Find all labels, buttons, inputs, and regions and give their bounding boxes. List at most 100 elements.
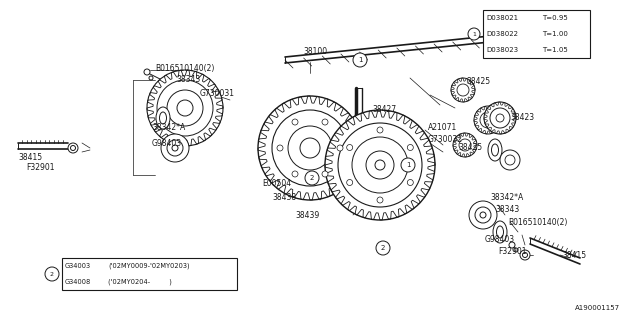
Circle shape	[292, 119, 298, 125]
Circle shape	[375, 160, 385, 170]
Circle shape	[325, 110, 435, 220]
Ellipse shape	[488, 139, 502, 161]
Text: E00504: E00504	[262, 179, 291, 188]
Circle shape	[322, 119, 328, 125]
Ellipse shape	[493, 221, 507, 243]
Circle shape	[167, 90, 203, 126]
Text: 38415: 38415	[562, 251, 586, 260]
Circle shape	[469, 201, 497, 229]
Text: F32901: F32901	[26, 163, 54, 172]
Circle shape	[144, 69, 150, 75]
Circle shape	[157, 80, 213, 136]
Text: A21071: A21071	[428, 124, 457, 132]
Circle shape	[376, 241, 390, 255]
Bar	[62, 258, 237, 290]
Text: 38415: 38415	[18, 153, 42, 162]
Circle shape	[258, 96, 362, 200]
Text: D038023: D038023	[486, 47, 518, 53]
Text: 38438: 38438	[272, 194, 296, 203]
Circle shape	[352, 137, 408, 193]
Text: 38343: 38343	[495, 205, 519, 214]
Ellipse shape	[156, 107, 170, 129]
Text: 2: 2	[50, 271, 54, 276]
Ellipse shape	[492, 144, 499, 156]
Circle shape	[474, 106, 502, 134]
Circle shape	[407, 180, 413, 186]
Text: 38425: 38425	[458, 143, 482, 153]
Circle shape	[147, 70, 223, 146]
Circle shape	[496, 114, 504, 122]
Circle shape	[522, 252, 527, 258]
Circle shape	[514, 248, 518, 252]
Circle shape	[353, 53, 367, 67]
Circle shape	[366, 151, 394, 179]
Text: F32901: F32901	[498, 247, 527, 257]
Circle shape	[288, 126, 332, 170]
Circle shape	[167, 140, 183, 156]
Circle shape	[453, 133, 477, 157]
Text: 38423: 38423	[510, 114, 534, 123]
Text: 2: 2	[381, 245, 385, 251]
Circle shape	[292, 171, 298, 177]
Circle shape	[338, 123, 422, 207]
Circle shape	[337, 145, 343, 151]
Circle shape	[401, 158, 415, 172]
Circle shape	[161, 134, 189, 162]
Text: G730031: G730031	[200, 90, 235, 99]
Bar	[483, 10, 590, 58]
Circle shape	[520, 250, 530, 260]
Circle shape	[468, 28, 480, 40]
Circle shape	[407, 145, 413, 150]
Circle shape	[459, 139, 471, 151]
Circle shape	[480, 112, 496, 128]
Text: ('02MY0009-'02MY0203): ('02MY0009-'02MY0203)	[108, 263, 189, 269]
Circle shape	[322, 171, 328, 177]
Text: 2: 2	[310, 175, 314, 181]
Circle shape	[149, 76, 153, 80]
Text: G34003: G34003	[65, 263, 91, 269]
Text: D038022: D038022	[486, 31, 518, 37]
Circle shape	[457, 84, 469, 96]
Circle shape	[377, 197, 383, 203]
Text: 1: 1	[358, 57, 362, 63]
Ellipse shape	[159, 112, 166, 124]
Circle shape	[480, 212, 486, 218]
Text: A190001157: A190001157	[575, 305, 620, 311]
Text: G730032: G730032	[428, 135, 463, 145]
Circle shape	[172, 145, 178, 151]
Ellipse shape	[497, 226, 504, 238]
Text: 38342*A: 38342*A	[152, 124, 185, 132]
Circle shape	[68, 143, 78, 153]
Circle shape	[509, 242, 515, 248]
Text: ('02MY0204-         ): ('02MY0204- )	[108, 279, 172, 285]
Circle shape	[475, 207, 491, 223]
Text: G98403: G98403	[152, 139, 182, 148]
Text: 38342*A: 38342*A	[490, 194, 524, 203]
Text: 38343: 38343	[176, 76, 200, 84]
Circle shape	[70, 146, 76, 150]
Circle shape	[377, 127, 383, 133]
Text: T=1.00: T=1.00	[542, 31, 568, 37]
Circle shape	[272, 110, 348, 186]
Text: 38425: 38425	[466, 77, 490, 86]
Text: G34008: G34008	[65, 279, 92, 285]
Circle shape	[177, 100, 193, 116]
Text: B016510140(2): B016510140(2)	[508, 218, 568, 227]
Circle shape	[277, 145, 283, 151]
Circle shape	[451, 78, 475, 102]
Circle shape	[347, 180, 353, 186]
Circle shape	[484, 102, 516, 134]
Text: 38427: 38427	[372, 106, 396, 115]
Circle shape	[300, 138, 320, 158]
Text: 38439: 38439	[295, 211, 319, 220]
Circle shape	[45, 267, 59, 281]
Circle shape	[505, 155, 515, 165]
Circle shape	[347, 145, 353, 150]
Circle shape	[490, 108, 510, 128]
Text: T=0.95: T=0.95	[542, 15, 568, 21]
Circle shape	[305, 171, 319, 185]
Text: G98403: G98403	[485, 236, 515, 244]
Text: 1: 1	[472, 31, 476, 36]
Text: B016510140(2): B016510140(2)	[155, 63, 214, 73]
Text: T=1.05: T=1.05	[542, 47, 568, 53]
